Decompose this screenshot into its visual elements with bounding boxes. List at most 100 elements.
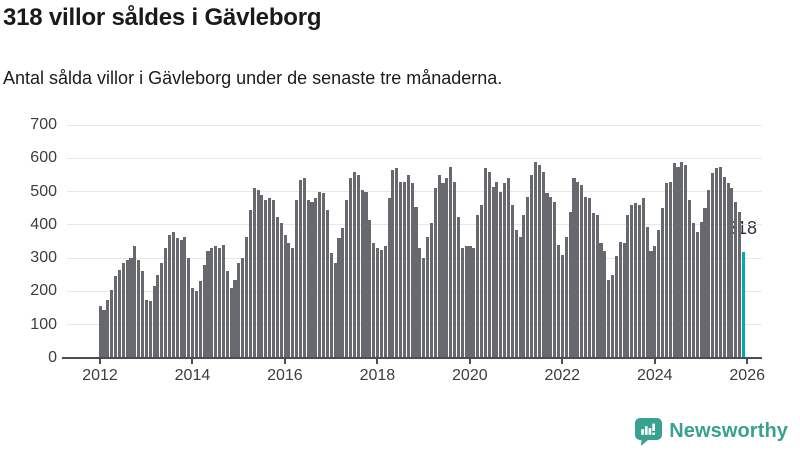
- bar: [422, 258, 426, 358]
- bar: [256, 189, 260, 358]
- bar: [714, 168, 719, 358]
- bar: [661, 208, 665, 358]
- x-axis-tick-label: 2014: [174, 367, 211, 384]
- bar: [225, 271, 229, 358]
- bar: [210, 248, 214, 358]
- bar: [560, 254, 564, 358]
- x-axis-tick-label: 2020: [452, 367, 488, 384]
- bar: [595, 214, 599, 358]
- bar: [117, 269, 121, 358]
- bar: [271, 199, 276, 358]
- bar: [349, 178, 353, 358]
- bar: [252, 188, 256, 358]
- bar: [194, 291, 198, 358]
- bar: [275, 216, 279, 358]
- bar: [160, 263, 164, 358]
- newsworthy-logo[interactable]: Newsworthy: [634, 416, 788, 446]
- bar: [244, 236, 249, 358]
- bar: [248, 209, 252, 358]
- bar: [726, 183, 730, 358]
- bar: [645, 226, 649, 358]
- x-axis-tick: [653, 359, 656, 364]
- y-axis-tick-label: 200: [30, 282, 57, 300]
- bar: [476, 214, 480, 358]
- bar: [179, 239, 183, 358]
- bar: [499, 191, 503, 358]
- bar: [603, 251, 607, 358]
- bar: [591, 213, 595, 358]
- bar: [664, 183, 668, 358]
- bar: [518, 236, 522, 358]
- bar: [152, 286, 156, 358]
- bar: [206, 251, 210, 358]
- bar: [341, 228, 345, 358]
- bar: [653, 246, 657, 358]
- bar: [98, 306, 102, 358]
- bar: [333, 263, 337, 358]
- bar: [668, 181, 672, 358]
- bar: [468, 246, 472, 358]
- bar-chart-speech-bubble-icon: [635, 418, 663, 446]
- bar: [102, 309, 106, 358]
- bar: [167, 234, 172, 358]
- x-axis-tick: [191, 359, 194, 364]
- bar: [229, 288, 233, 358]
- bar: [522, 214, 526, 358]
- x-axis-tick-label: 2022: [544, 367, 581, 384]
- x-axis-tick: [283, 359, 286, 364]
- bar: [202, 264, 206, 358]
- y-gridline: [67, 191, 762, 193]
- y-axis-tick-label: 600: [30, 149, 57, 167]
- bar: [106, 299, 110, 358]
- bar: [125, 259, 129, 358]
- bar: [587, 198, 591, 358]
- bar: [395, 168, 399, 358]
- bar: [133, 246, 137, 358]
- bar: [533, 161, 537, 358]
- highlighted-bar: [741, 252, 746, 358]
- bar: [557, 244, 561, 358]
- bar: [564, 236, 568, 358]
- bar: [364, 191, 368, 358]
- bar: [337, 238, 341, 358]
- bar: [191, 288, 195, 358]
- bar: [580, 184, 584, 358]
- bar: [264, 199, 268, 358]
- y-gridline: [67, 157, 762, 159]
- newsworthy-logo-text: Newsworthy: [669, 419, 788, 442]
- y-axis-tick-label: 300: [30, 249, 57, 267]
- bar: [298, 179, 303, 358]
- bar: [680, 161, 684, 358]
- bar: [576, 181, 580, 358]
- bar: [129, 258, 133, 358]
- y-axis-tick-label: 0: [48, 349, 57, 366]
- bar: [352, 171, 356, 358]
- bar: [383, 246, 387, 358]
- page-title: 318 villor såldes i Gävleborg: [3, 4, 322, 31]
- bar: [429, 223, 433, 358]
- bar: [722, 176, 726, 358]
- bar: [618, 241, 622, 358]
- bar: [541, 171, 545, 358]
- bar: [495, 181, 499, 358]
- bar: [379, 249, 383, 358]
- bar: [630, 204, 634, 358]
- bar: [445, 178, 449, 358]
- bar: [718, 166, 722, 358]
- x-axis-tick-label: 2018: [359, 367, 396, 384]
- bar: [487, 171, 491, 358]
- bar: [510, 204, 514, 358]
- bar: [699, 221, 703, 358]
- bar: [426, 236, 430, 358]
- bar: [545, 193, 549, 358]
- bar: [322, 193, 326, 358]
- bar: [553, 201, 557, 358]
- bar: [537, 164, 541, 358]
- bar: [738, 211, 742, 358]
- y-axis-tick-label: 500: [30, 182, 57, 200]
- bar: [572, 178, 576, 358]
- x-axis-tick: [561, 359, 564, 364]
- bar: [460, 248, 464, 358]
- bar: [399, 181, 403, 358]
